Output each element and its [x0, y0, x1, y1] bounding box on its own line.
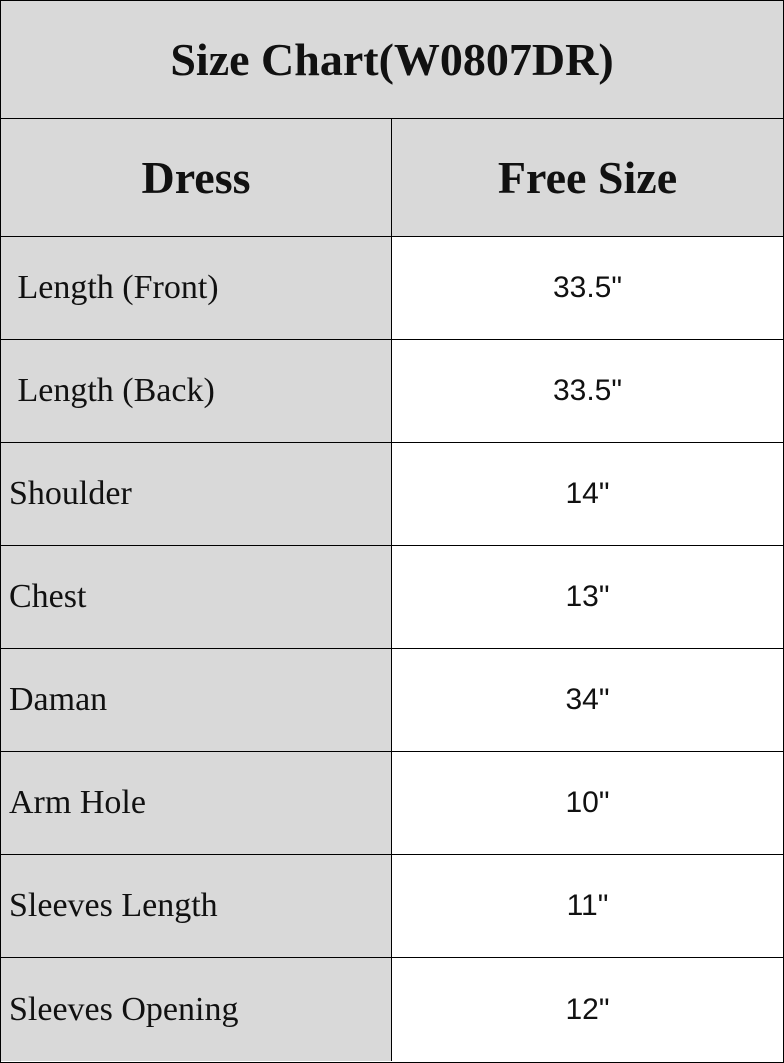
header-dress: Dress [1, 119, 392, 236]
table-row: Sleeves Length 11" [1, 855, 783, 958]
measurement-value: 34" [392, 649, 783, 751]
measurement-value: 12" [392, 958, 783, 1061]
measurement-value: 11" [392, 855, 783, 957]
measurement-label: Daman [1, 649, 392, 751]
measurement-label: Arm Hole [1, 752, 392, 854]
measurement-value: 14" [392, 443, 783, 545]
measurement-label: Length (Front) [1, 237, 392, 339]
header-free-size: Free Size [392, 119, 783, 236]
table-row: Length (Back) 33.5" [1, 340, 783, 443]
header-row: Dress Free Size [1, 119, 783, 237]
table-title: Size Chart(W0807DR) [1, 1, 783, 119]
measurement-label: Length (Back) [1, 340, 392, 442]
table-row: Daman 34" [1, 649, 783, 752]
measurement-value: 10" [392, 752, 783, 854]
measurement-label: Shoulder [1, 443, 392, 545]
table-row: Chest 13" [1, 546, 783, 649]
measurement-label: Sleeves Length [1, 855, 392, 957]
measurement-value: 33.5" [392, 237, 783, 339]
measurement-value: 13" [392, 546, 783, 648]
measurement-value: 33.5" [392, 340, 783, 442]
measurement-label: Sleeves Opening [1, 958, 392, 1061]
table-row: Length (Front) 33.5" [1, 237, 783, 340]
table-row: Arm Hole 10" [1, 752, 783, 855]
table-row: Shoulder 14" [1, 443, 783, 546]
table-row: Sleeves Opening 12" [1, 958, 783, 1061]
measurement-label: Chest [1, 546, 392, 648]
